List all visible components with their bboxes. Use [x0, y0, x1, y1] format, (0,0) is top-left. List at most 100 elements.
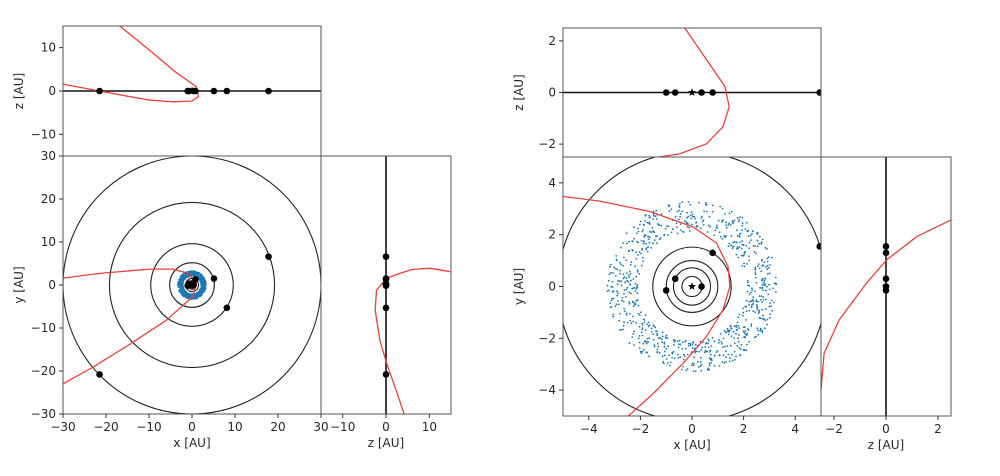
asteroid-point — [720, 340, 723, 343]
asteroid-point — [709, 225, 711, 228]
asteroid-point — [682, 353, 685, 356]
asteroid-point — [615, 255, 618, 257]
asteroid-point — [766, 323, 768, 326]
asteroid-point — [727, 223, 730, 226]
asteroid-point — [739, 241, 741, 244]
asteroid-point — [654, 326, 656, 329]
asteroid-point — [614, 275, 617, 277]
asteroid-point — [181, 289, 183, 292]
asteroid-point — [739, 216, 741, 219]
asteroid-point — [700, 363, 703, 366]
asteroid-point — [616, 294, 619, 297]
asteroid-point — [754, 311, 756, 314]
asteroid-point — [671, 351, 674, 354]
asteroid-point — [704, 204, 707, 206]
asteroid-point — [647, 238, 650, 241]
asteroid-point — [748, 309, 751, 312]
asteroid-point — [609, 265, 611, 268]
asteroid-point — [686, 222, 689, 225]
asteroid-point — [186, 296, 189, 299]
asteroid-point — [667, 234, 669, 236]
sun-star-marker — [382, 280, 390, 289]
asteroid-point — [646, 323, 649, 325]
asteroid-point — [647, 235, 649, 238]
asteroid-point — [762, 299, 765, 301]
asteroid-point — [187, 275, 190, 278]
asteroid-point — [761, 238, 764, 241]
asteroid-point — [748, 301, 750, 303]
orbit-figure-1: −30 −20 −10 0 10 20 30 −30 −20 −10 0 10 20 30 x [AU] y … — [12, 25, 452, 450]
asteroid-point — [619, 269, 621, 272]
y-tick-label: 10 — [41, 235, 56, 249]
asteroid-point — [738, 334, 740, 336]
asteroid-point — [728, 212, 731, 215]
asteroid-point — [643, 240, 645, 243]
asteroid-point — [199, 295, 202, 298]
asteroid-point — [656, 348, 659, 351]
asteroid-point — [745, 319, 747, 321]
asteroid-point — [731, 220, 734, 222]
asteroid-point — [697, 366, 700, 368]
asteroid-point — [727, 333, 730, 336]
asteroid-point — [657, 337, 660, 340]
asteroid-point — [202, 289, 205, 292]
asteroid-point — [760, 328, 762, 331]
asteroid-point — [198, 292, 201, 295]
asteroid-point — [689, 344, 692, 347]
asteroid-point — [746, 263, 748, 265]
asteroid-point — [731, 247, 734, 250]
asteroid-point — [741, 216, 744, 219]
asteroid-point — [626, 279, 628, 282]
asteroid-point — [707, 338, 709, 340]
asteroid-point — [761, 331, 764, 334]
y-tick-label: −10 — [31, 321, 56, 335]
asteroid-point — [621, 296, 624, 299]
asteroid-point — [195, 273, 197, 276]
asteroid-point — [694, 343, 697, 346]
asteroid-point — [182, 276, 184, 279]
x-tick-label: 20 — [270, 420, 285, 434]
asteroid-point — [658, 352, 661, 354]
asteroid-point — [726, 327, 729, 330]
asteroid-point — [670, 208, 673, 211]
y-tick-label: −30 — [31, 407, 56, 421]
panel-yz: −10 0 10 z [AU] — [320, 155, 452, 450]
panel-xy: −4 −2 0 2 4 −4 −2 0 2 4 x [AU] y [AU] — [512, 156, 822, 452]
sun-star-marker — [188, 280, 196, 289]
asteroid-point — [181, 286, 184, 289]
asteroid-point — [614, 305, 617, 308]
asteroid-point — [744, 333, 747, 335]
asteroid-point — [687, 201, 690, 203]
asteroid-point — [635, 322, 637, 324]
asteroid-point — [632, 332, 635, 335]
asteroid-point — [641, 327, 644, 329]
asteroid-point — [748, 247, 751, 250]
y-axis-label: z [AU] — [512, 74, 526, 110]
asteroid-point — [178, 286, 181, 289]
asteroid-point — [635, 257, 638, 260]
asteroid-point — [732, 330, 735, 333]
asteroid-point — [772, 287, 774, 290]
asteroid-point — [640, 311, 642, 314]
asteroid-point — [728, 360, 731, 363]
asteroid-point — [665, 358, 668, 360]
asteroid-point — [742, 314, 744, 317]
asteroid-point — [699, 365, 702, 367]
asteroid-point — [671, 357, 673, 359]
asteroid-point — [726, 330, 729, 333]
asteroid-point — [750, 239, 752, 242]
asteroid-point — [201, 287, 204, 290]
asteroid-point — [681, 348, 684, 350]
asteroid-point — [651, 226, 654, 229]
asteroid-point — [626, 286, 629, 289]
asteroid-point — [679, 356, 682, 359]
asteroid-point — [629, 319, 632, 322]
asteroid-point — [698, 201, 700, 204]
asteroid-point — [652, 333, 654, 336]
asteroid-point — [762, 289, 764, 292]
asteroid-point — [775, 291, 777, 293]
asteroid-point — [733, 350, 736, 353]
asteroid-point — [741, 240, 744, 242]
asteroid-point — [633, 330, 636, 333]
asteroid-point — [767, 256, 770, 259]
